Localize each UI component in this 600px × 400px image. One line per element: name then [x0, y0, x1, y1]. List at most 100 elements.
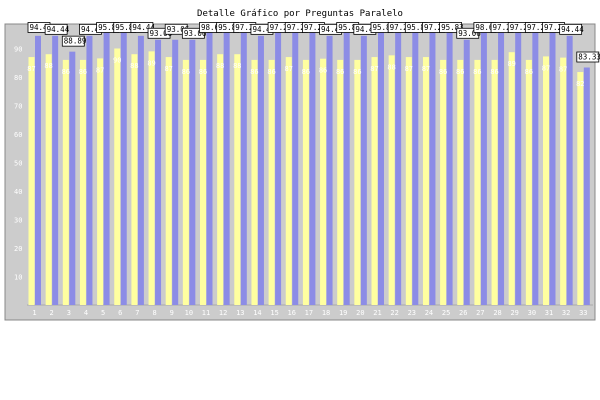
data-label: 93.06 [184, 29, 207, 38]
y-tick-label: 40 [14, 188, 22, 196]
bar-primary [257, 35, 264, 305]
data-label-box [439, 22, 463, 33]
bar-secondary [62, 59, 69, 306]
secondary-value-label: 86 [525, 68, 533, 76]
bar-primary [52, 35, 59, 305]
bar-secondary [97, 58, 104, 306]
data-label-box [456, 27, 480, 39]
secondary-value-label: 87 [164, 65, 172, 73]
x-tick-label: 21 [373, 309, 381, 317]
bar-secondary [148, 51, 155, 305]
bar-primary [429, 27, 436, 305]
data-label-box [61, 35, 85, 47]
bar-secondary [45, 54, 52, 306]
x-tick-label: 24 [425, 309, 433, 317]
x-tick-label: 1 [32, 309, 36, 317]
x-tick-label: 23 [408, 309, 416, 317]
bar-secondary [405, 57, 412, 305]
data-label: 94.44 [81, 25, 104, 34]
secondary-value-label: 90 [113, 57, 121, 65]
data-label: 94.44 [321, 25, 344, 34]
bar-primary [343, 31, 350, 306]
secondary-value-label: 82 [576, 80, 584, 88]
bar-primary [378, 31, 384, 306]
bar-primary [69, 51, 76, 306]
x-axis-ticks: 1 2 3 4 5 6 7 8 9 10 11 12 13 14 15 16 17 18 19 20 21 22 23 24 2… [32, 309, 587, 317]
secondary-value-label: 87 [559, 66, 567, 74]
bar-primary [223, 31, 230, 306]
x-tick-label: 30 [528, 309, 536, 317]
x-tick-label: 14 [253, 309, 261, 317]
secondary-value-label: 86 [182, 68, 190, 76]
bar-primary [463, 39, 470, 306]
x-tick-label: 10 [185, 309, 193, 317]
secondary-value-label: 88 [44, 62, 52, 70]
secondary-value-label: 86 [353, 68, 361, 76]
bar-primary [515, 27, 522, 305]
x-tick-label: 19 [339, 309, 347, 317]
secondary-value-label: 86 [79, 68, 87, 76]
data-label: 97.22 [287, 23, 310, 32]
secondary-value-label: 87 [422, 65, 430, 73]
secondary-value-label: 87 [96, 66, 104, 74]
data-label: 95.83 [441, 23, 464, 32]
secondary-value-label: 87 [27, 65, 35, 73]
x-tick-label: 32 [562, 309, 570, 317]
x-tick-label: 29 [510, 309, 518, 317]
x-tick-label: 6 [118, 309, 122, 317]
bar-primary [35, 35, 41, 305]
x-tick-label: 17 [305, 309, 313, 317]
data-label: 95.83 [98, 23, 121, 32]
bar-primary [566, 35, 573, 305]
bar-secondary [251, 59, 258, 306]
x-tick-label: 25 [442, 309, 450, 317]
bar-secondary [302, 59, 309, 306]
x-tick-label: 9 [170, 309, 174, 317]
data-label: 97.22 [493, 23, 516, 32]
data-label: 97.22 [235, 23, 258, 32]
data-label: 97.22 [544, 23, 567, 32]
bar-primary [292, 27, 299, 305]
bar-primary [360, 35, 367, 305]
bar-secondary [234, 54, 241, 306]
y-tick-label: 50 [14, 160, 22, 168]
x-tick-label: 28 [493, 309, 501, 317]
data-label: 93.06 [167, 25, 190, 34]
bar-secondary [543, 56, 549, 305]
x-tick-label: 31 [545, 309, 553, 317]
y-tick-label: 20 [14, 245, 22, 253]
secondary-value-label: 86 [302, 68, 310, 76]
bars-group [28, 23, 590, 306]
bar-secondary [508, 52, 515, 305]
secondary-value-label: 87 [542, 64, 550, 72]
bar-secondary [200, 59, 206, 306]
data-label: 93.06 [150, 29, 173, 38]
bar-secondary [474, 59, 481, 306]
data-label: 94.44 [132, 23, 155, 32]
x-tick-label: 22 [390, 309, 398, 317]
y-tick-label: 30 [14, 217, 22, 225]
x-tick-label: 7 [135, 309, 139, 317]
secondary-value-label: 88 [233, 62, 241, 70]
x-tick-label: 11 [202, 309, 210, 317]
secondary-value-label: 86 [336, 68, 344, 76]
x-tick-label: 15 [270, 309, 278, 317]
y-axis-ticks: 10 20 30 40 50 60 70 80 90 [14, 46, 22, 282]
data-label: 93.06 [458, 29, 481, 38]
data-label: 95.83 [338, 23, 361, 32]
bar-primary [172, 39, 179, 306]
x-tick-label: 4 [84, 309, 88, 317]
bar-secondary [440, 59, 447, 306]
data-label: 98.61 [475, 23, 498, 32]
x-tick-label: 26 [459, 309, 467, 317]
secondary-value-label: 87 [405, 65, 413, 73]
data-label-box [130, 22, 154, 33]
data-label: 94.44 [47, 25, 70, 34]
bar-secondary [422, 57, 429, 305]
data-label: 94.44 [252, 25, 275, 34]
y-tick-label: 80 [14, 74, 22, 82]
secondary-value-label: 86 [439, 68, 447, 76]
x-tick-label: 13 [236, 309, 244, 317]
bar-secondary [337, 59, 344, 306]
data-label: 97.22 [390, 23, 413, 32]
